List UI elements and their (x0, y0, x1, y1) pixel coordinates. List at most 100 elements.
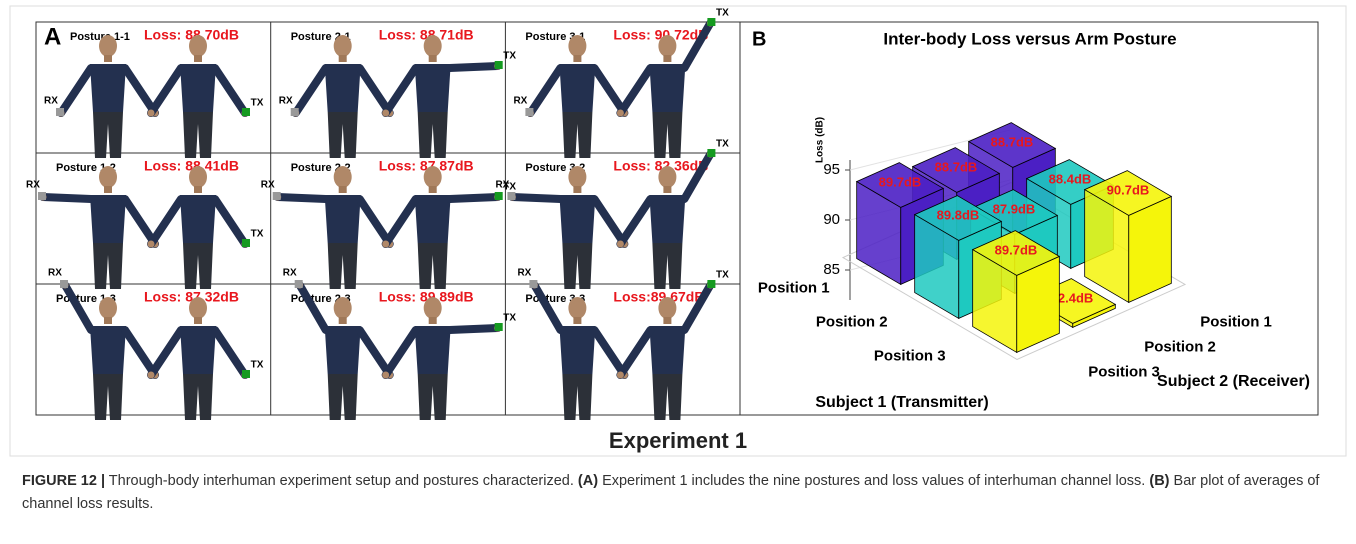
neck (104, 55, 112, 62)
loss-label: Loss: 87.32dB (144, 289, 239, 305)
heading: Experiment 1 (609, 428, 747, 453)
arm (680, 19, 715, 72)
rx-device (56, 108, 64, 116)
legs (562, 243, 593, 289)
head (99, 297, 117, 319)
hand (147, 371, 155, 379)
arm (273, 193, 330, 203)
rx-device (507, 192, 516, 200)
x-axis-label: Subject 2 (Receiver) (1157, 373, 1310, 390)
head (189, 166, 207, 188)
rx-device (272, 192, 281, 200)
arm (61, 281, 95, 334)
torso (414, 195, 451, 243)
arm (616, 195, 655, 248)
neck (338, 186, 347, 193)
tx-label: TX (503, 51, 516, 62)
caption-text: Through-body interhuman experiment setup… (105, 473, 578, 489)
legs (93, 374, 123, 420)
neck (663, 186, 672, 193)
rx-label: RX (495, 180, 509, 191)
head (333, 297, 352, 319)
rx-label: RX (26, 180, 40, 191)
arm (381, 195, 420, 248)
arm (355, 64, 394, 117)
hand (382, 240, 390, 248)
bar-top (967, 122, 1057, 168)
value-label: 88.7dB (991, 134, 1034, 149)
neck (428, 55, 437, 62)
y-tick-label: Position 1 (758, 279, 830, 296)
torso (649, 195, 686, 243)
torso (559, 326, 596, 374)
torso (90, 326, 126, 374)
tx-label: TX (716, 270, 729, 281)
value-label: 87.9dB (993, 201, 1036, 216)
legs (183, 243, 213, 289)
bar-top (855, 162, 945, 208)
head (99, 166, 117, 188)
arm (121, 326, 159, 379)
torso (414, 326, 451, 374)
rx-device (60, 280, 68, 288)
panel-label: B (752, 28, 766, 50)
head (423, 166, 442, 188)
head (658, 166, 677, 188)
neck (573, 317, 582, 324)
loss-label: Loss: 88.70dB (144, 27, 239, 43)
loss-label: Loss:89.67dB (613, 289, 704, 305)
torso (90, 64, 126, 112)
legs (562, 374, 593, 420)
torso (180, 195, 216, 243)
head (189, 297, 207, 319)
torso (414, 64, 451, 112)
torso (324, 326, 361, 374)
caption-figure: FIGURE 12 | (22, 473, 106, 489)
hand (616, 109, 624, 117)
z-tick-label: 85 (823, 261, 840, 278)
tx-device (242, 370, 250, 378)
caption-ref: (A) (577, 473, 599, 489)
hand (382, 109, 390, 117)
legs (327, 112, 358, 158)
bar-top (911, 147, 1001, 193)
value-label: 82.4dB (1051, 290, 1094, 305)
legs (417, 112, 448, 158)
tx-device (494, 192, 503, 200)
value-label: 88.4dB (1049, 171, 1092, 186)
neck (338, 55, 347, 62)
legs (327, 243, 358, 289)
arm (39, 193, 95, 203)
tx-device (707, 18, 716, 26)
legs (93, 112, 123, 158)
y-tick-label: Position 2 (816, 313, 888, 330)
y-tick-label: Position 3 (874, 347, 946, 364)
caption-text: Experiment 1 includes the nine postures … (598, 473, 1150, 489)
head (658, 297, 677, 319)
x-tick-label: Position 2 (1144, 339, 1216, 356)
tx-label: TX (251, 360, 264, 371)
tx-label: TX (503, 313, 516, 324)
caption: FIGURE 12 | Through-body interhuman expe… (22, 470, 1332, 516)
tx-label: TX (716, 139, 729, 150)
neck (663, 55, 672, 62)
arm (147, 195, 185, 248)
arm (445, 193, 502, 203)
neck (573, 55, 582, 62)
value-label: 90.7dB (1107, 182, 1150, 197)
bar-top (913, 195, 1003, 241)
neck (104, 317, 112, 324)
arm (211, 326, 249, 379)
arm (616, 326, 655, 379)
torso (180, 64, 216, 112)
torso (649, 326, 686, 374)
torso (324, 195, 361, 243)
torso (90, 195, 126, 243)
loss-label: Loss: 87.87dB (379, 158, 474, 174)
tx-label: TX (251, 229, 264, 240)
rx-label: RX (279, 96, 293, 107)
arm (121, 195, 159, 248)
panel-label: A (44, 23, 61, 50)
torso (324, 64, 361, 112)
